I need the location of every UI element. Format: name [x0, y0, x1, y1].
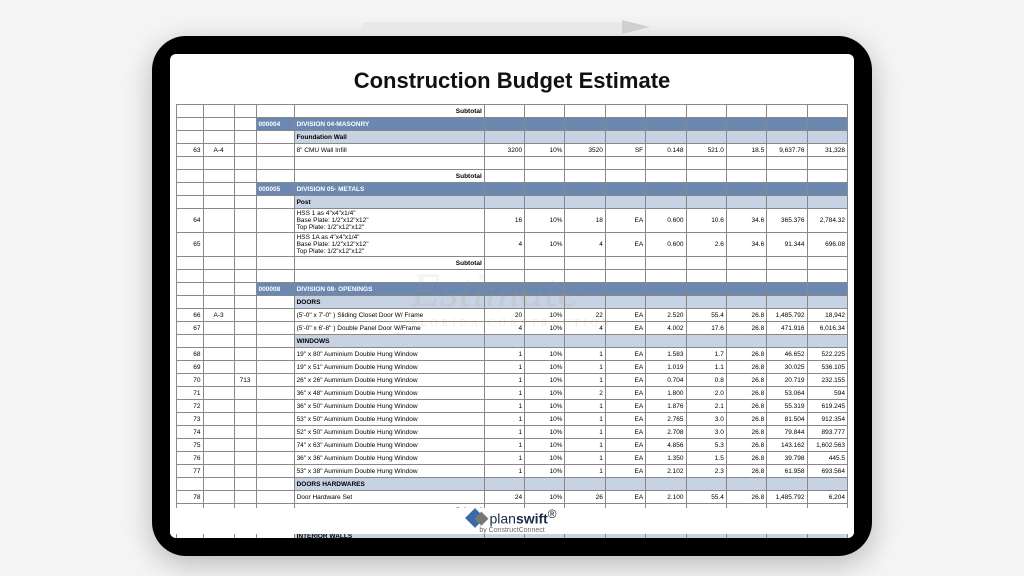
table-row: 7636" x 36" Auminium Double Hung Window1… [177, 452, 848, 465]
stage: Construction Budget Estimate Estimate FL… [0, 0, 1024, 576]
table-row: 7574" x 63" Auminium Double Hung Window1… [177, 439, 848, 452]
table-row: 64HSS 1 as 4"x4"x1/4" Base Plate: 1/2"x1… [177, 209, 848, 233]
logo-icon [465, 508, 485, 528]
table-row [177, 270, 848, 283]
table-row: Foundation Wall [177, 131, 848, 144]
table-row: 63A-48" CMU Wall Infill320010%3520SF0.14… [177, 144, 848, 157]
table-row: Subtotal [177, 257, 848, 270]
table-row: 6819" x 80" Auminium Double Hung Window1… [177, 348, 848, 361]
budget-table: Subtotal000004DIVISION 04-MASONRYFoundat… [176, 104, 848, 538]
table-row: Subtotal [177, 170, 848, 183]
apple-pencil [362, 20, 662, 34]
table-row: 7136" x 48" Auminium Double Hung Window1… [177, 387, 848, 400]
table-row: 66A-3(5'-0" x 7'-0" ) Sliding Closet Doo… [177, 309, 848, 322]
budget-table-wrap: Subtotal000004DIVISION 04-MASONRYFoundat… [170, 104, 854, 538]
planswift-logo: planswift® by ConstructConnect [170, 508, 854, 534]
page-title: Construction Budget Estimate [170, 68, 854, 94]
table-row: 000008DIVISION 08- OPENINGS [177, 283, 848, 296]
table-row: 000005DIVISION 05- METALS [177, 183, 848, 196]
table-row: 65HSS 1A as 4"x4"x1/4" Base Plate: 1/2"x… [177, 233, 848, 257]
table-row: Subtotal [177, 105, 848, 118]
table-row: 78Door Hardware Set2410%26EA2.10055.426.… [177, 491, 848, 504]
table-row: 67(5'-0" x 6'-8" ) Double Panel Door W/F… [177, 322, 848, 335]
table-row: 6919" x 51" Auminium Double Hung Window1… [177, 361, 848, 374]
table-row: 000004DIVISION 04-MASONRY [177, 118, 848, 131]
table-row: DOORS [177, 296, 848, 309]
screen: Construction Budget Estimate Estimate FL… [170, 54, 854, 538]
table-row: DOORS HARDWARES [177, 478, 848, 491]
table-row: 7753" x 38" Auminium Double Hung Window1… [177, 465, 848, 478]
table-row [177, 157, 848, 170]
table-row: 7452" x 50" Auminium Double Hung Window1… [177, 426, 848, 439]
table-row: Post [177, 196, 848, 209]
table-row: 7236" x 50" Auminium Double Hung Window1… [177, 400, 848, 413]
table-row: WINDOWS [177, 335, 848, 348]
table-row: 7071326" x 26" Auminium Double Hung Wind… [177, 374, 848, 387]
ipad-frame: Construction Budget Estimate Estimate FL… [152, 36, 872, 556]
table-row: 7353" x 50" Auminium Double Hung Window1… [177, 413, 848, 426]
